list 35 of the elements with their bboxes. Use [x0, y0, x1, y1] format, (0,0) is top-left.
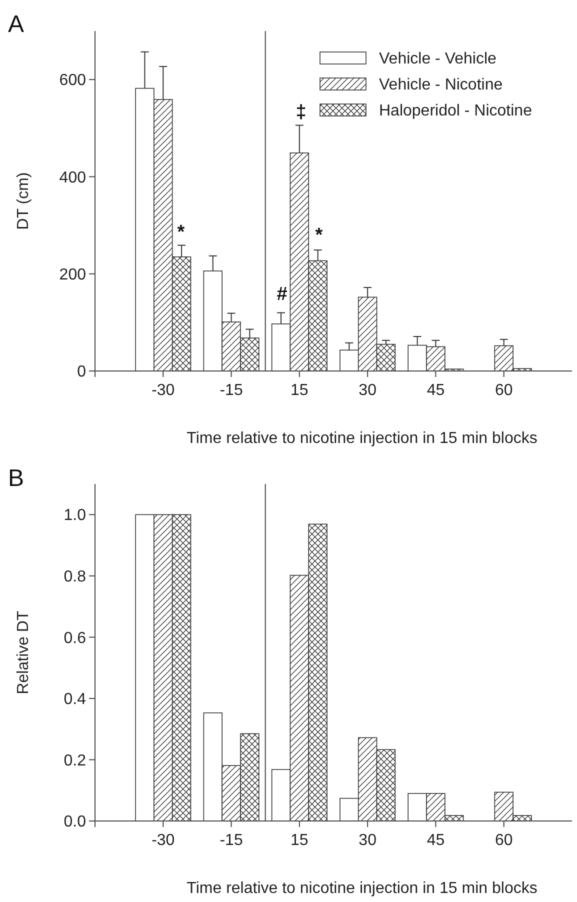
y-axis-title: Relative DT: [15, 610, 32, 694]
legend-label: Vehicle - Nicotine: [379, 76, 503, 94]
annotation: ‡: [296, 102, 306, 123]
y-tick-label: 0.4: [64, 691, 86, 708]
y-tick-label: 0: [77, 364, 86, 381]
annotation: #: [276, 284, 288, 305]
x-axis-title: Time relative to nicotine injection in 15 min blocks: [186, 880, 538, 897]
y-axis-title: DT (cm): [15, 172, 32, 230]
x-tick-label: 30: [358, 832, 377, 849]
x-tick-label: 60: [494, 832, 513, 849]
x-axis-title: Time relative to nicotine injection in 15 min blocks: [186, 430, 538, 447]
y-tick-label: 200: [59, 266, 86, 284]
x-tick-label: 15: [290, 382, 308, 399]
x-tick-label: 15: [290, 832, 308, 849]
y-tick-label: 1.0: [64, 507, 86, 524]
x-tick-label: 45: [426, 382, 445, 399]
y-tick-label: 600: [59, 72, 86, 90]
y-tick-label: 0.8: [64, 568, 86, 586]
y-tick-label: 400: [59, 169, 86, 186]
annotation: *: [177, 222, 186, 243]
x-tick-label: 45: [426, 832, 445, 849]
x-tick-label: 60: [494, 382, 513, 399]
legend-label: Haloperidol - Nicotine: [379, 102, 532, 120]
legend-label: Vehicle - Vehicle: [379, 50, 497, 68]
y-tick-label: 0.6: [64, 630, 86, 647]
x-tick-label: -15: [220, 382, 243, 399]
text: A: [8, 11, 24, 38]
x-tick-label: 30: [358, 382, 377, 399]
x-tick-label: -30: [152, 382, 175, 399]
y-tick-label: 0.0: [64, 814, 86, 831]
y-tick-label: 0.2: [64, 752, 86, 770]
x-tick-label: -30: [152, 832, 175, 849]
annotation: *: [315, 225, 324, 246]
text: B: [8, 465, 24, 492]
x-tick-label: -15: [220, 832, 243, 849]
